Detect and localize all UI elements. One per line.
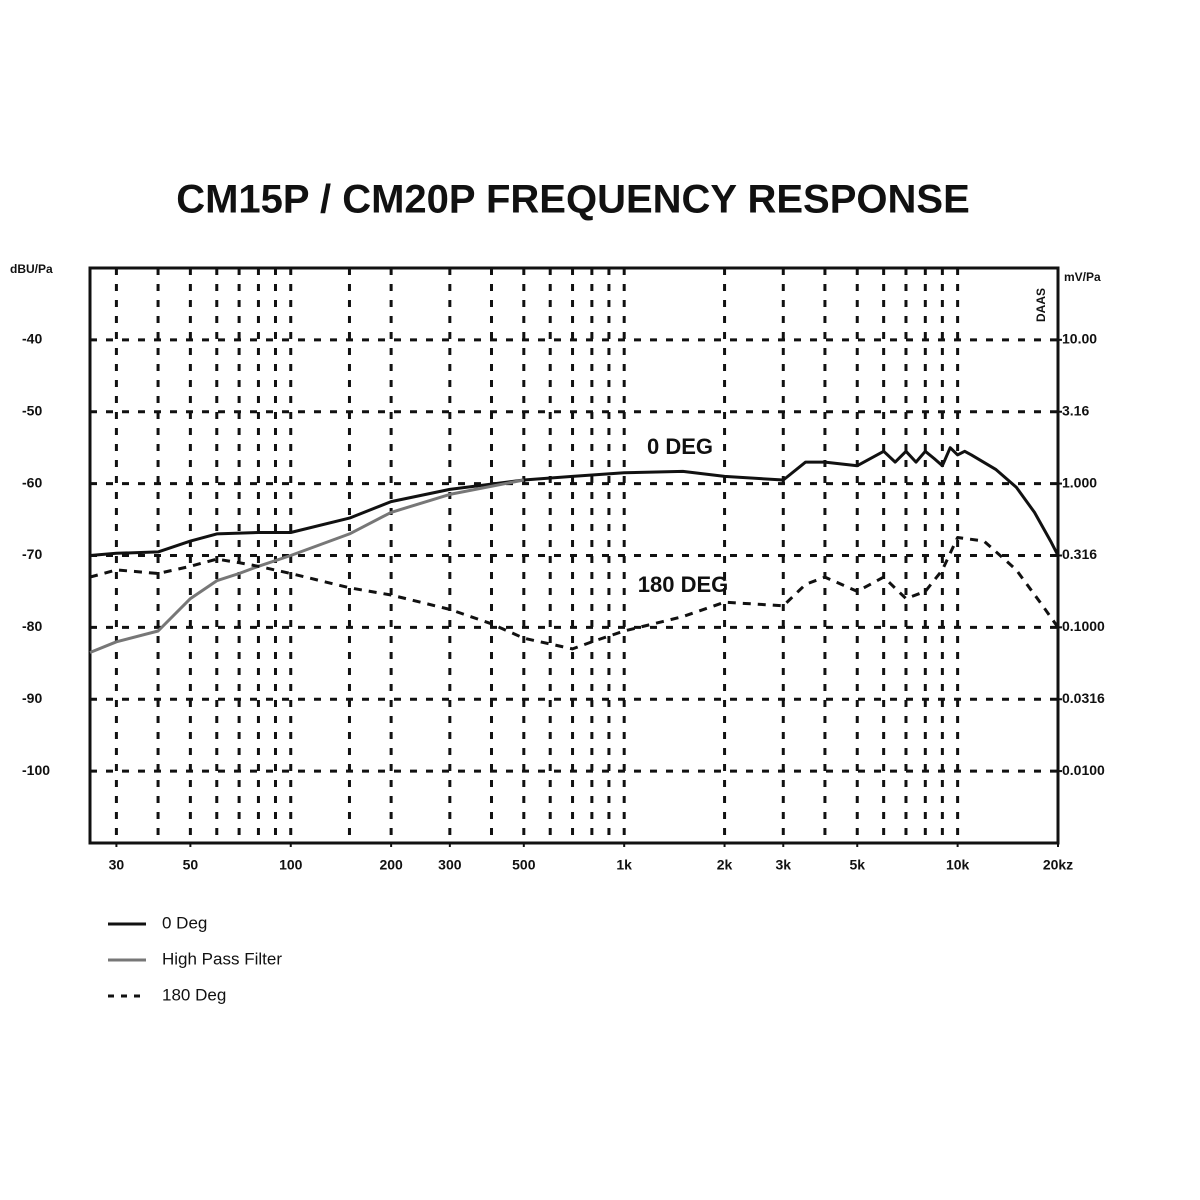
- y2-tick-label: 0.0100: [1062, 762, 1105, 778]
- x-tick-label: 300: [438, 857, 462, 873]
- annotation: 180 DEG: [638, 572, 729, 597]
- x-tick-label: 30: [109, 857, 125, 873]
- legend-label: 0 Deg: [162, 913, 207, 932]
- x-tick-label: 50: [183, 857, 199, 873]
- x-tick-label: 200: [379, 857, 403, 873]
- y2-tick-label: 0.1000: [1062, 618, 1105, 634]
- y-tick-label: -80: [22, 618, 42, 634]
- y-tick-label: -100: [22, 762, 50, 778]
- chart-title: CM15P / CM20P FREQUENCY RESPONSE: [176, 178, 970, 222]
- y2-tick-label: 1.000: [1062, 474, 1097, 490]
- series-line: [89, 446, 1060, 557]
- legend-label: 180 Deg: [162, 985, 226, 1004]
- y2-axis-label: mV/Pa: [1064, 270, 1101, 284]
- y-tick-label: -60: [22, 474, 42, 490]
- y-tick-label: -40: [22, 331, 42, 347]
- x-tick-label: 100: [279, 857, 303, 873]
- y2-tick-label: 10.00: [1062, 331, 1097, 347]
- y2-tick-label: 0.316: [1062, 546, 1097, 562]
- y-tick-label: -50: [22, 402, 42, 418]
- y-axis-label: dBU/Pa: [10, 262, 53, 276]
- series-line: [89, 536, 1060, 651]
- x-tick-label: 20kz: [1043, 857, 1073, 873]
- x-tick-label: 5k: [849, 857, 865, 873]
- legend-label: High Pass Filter: [162, 949, 282, 968]
- y2-tick-label: 3.16: [1062, 402, 1089, 418]
- x-tick-label: 3k: [775, 857, 791, 873]
- series-line: [89, 478, 525, 654]
- x-tick-label: 2k: [717, 857, 733, 873]
- y2-tick-label: 0.0316: [1062, 690, 1105, 706]
- y-tick-label: -90: [22, 690, 42, 706]
- x-tick-label: 10k: [946, 857, 970, 873]
- annotation: 0 DEG: [647, 434, 713, 459]
- annotation: DAAS: [1034, 288, 1048, 322]
- y-tick-label: -70: [22, 546, 42, 562]
- x-tick-label: 1k: [616, 857, 632, 873]
- x-tick-label: 500: [512, 857, 536, 873]
